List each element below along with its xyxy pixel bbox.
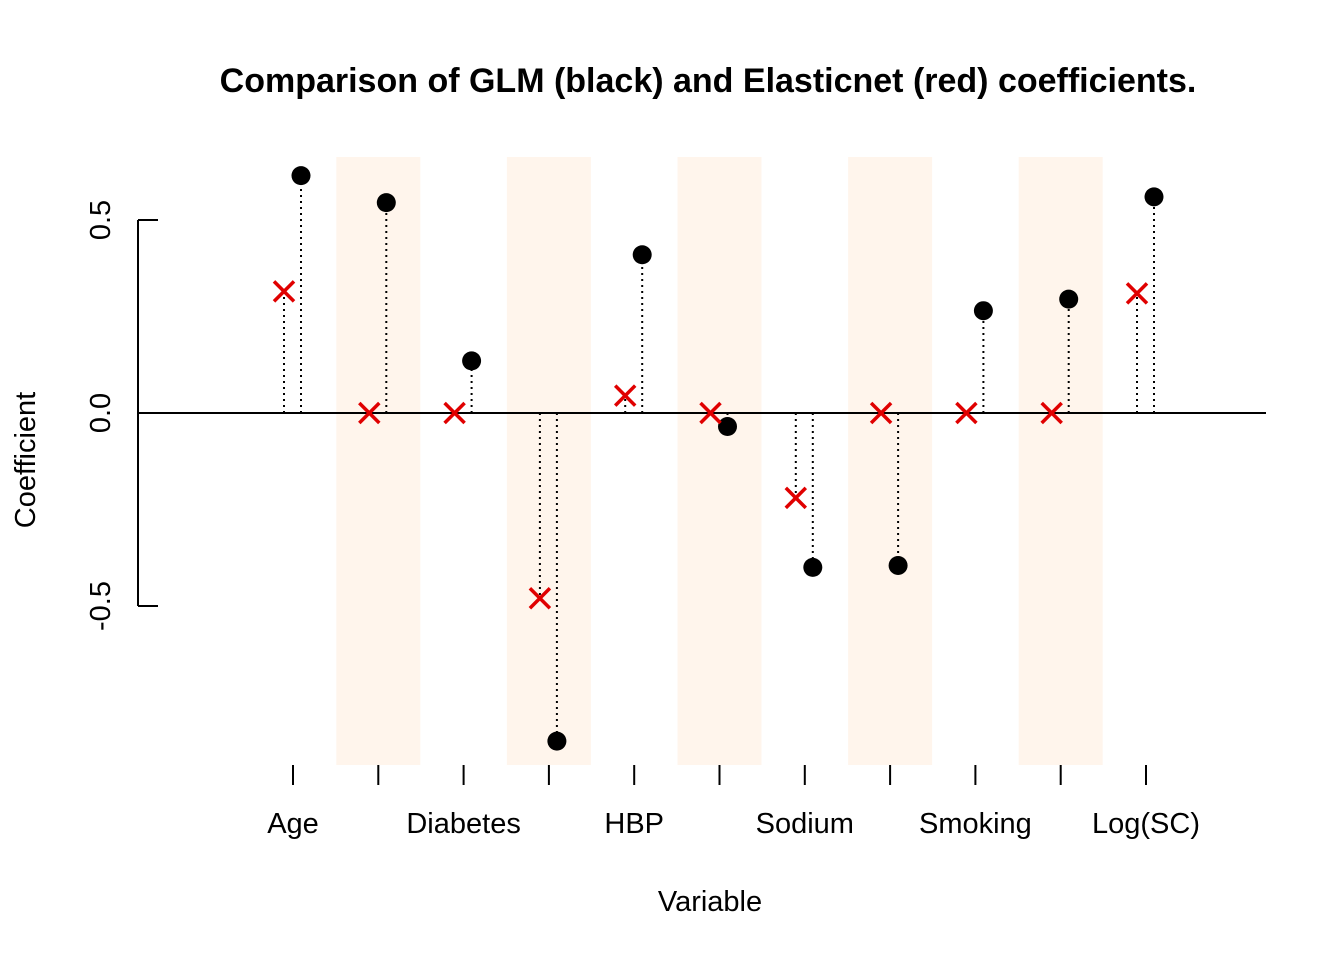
elasticnet-cross-stroke — [613, 384, 637, 407]
elasticnet-point — [528, 587, 552, 610]
coefficient-points — [272, 166, 1164, 751]
x-axis-label: Variable — [658, 886, 762, 918]
elasticnet-point — [955, 401, 978, 425]
x-axis: Age Diabetes HBP Sodium Smoking Log(SC) — [267, 765, 1200, 840]
shaded-band-4 — [506, 157, 591, 765]
elasticnet-cross-stroke — [784, 486, 808, 510]
glm-point — [718, 417, 737, 437]
glm-point — [888, 555, 908, 575]
elasticnet-cross-stroke — [443, 401, 466, 425]
glm-point — [1144, 187, 1164, 207]
shaded-bands — [336, 157, 1103, 765]
elasticnet-cross-stroke — [358, 401, 381, 425]
y-tick-label: 0.0 — [85, 393, 117, 433]
glm-point — [376, 193, 396, 213]
elasticnet-cross-stroke — [699, 401, 722, 425]
elasticnet-cross-stroke — [528, 587, 552, 610]
x-tick-label: Age — [267, 808, 319, 840]
glm-point — [462, 351, 482, 371]
y-axis-label: Coefficient — [10, 392, 42, 529]
coefficient-stems — [283, 175, 1155, 742]
y-tick-label: -0.5 — [85, 581, 117, 631]
y-tick-label: 0.5 — [85, 200, 117, 240]
elasticnet-point — [699, 401, 722, 425]
elasticnet-cross-stroke — [1125, 282, 1149, 305]
x-tick-label: HBP — [604, 808, 664, 840]
x-tick-label: Diabetes — [406, 808, 520, 840]
shaded-band-10 — [1018, 157, 1103, 765]
elasticnet-point — [1040, 401, 1063, 425]
elasticnet-point — [613, 384, 637, 407]
glm-point — [973, 301, 993, 321]
glm-point — [632, 245, 652, 265]
glm-point — [803, 557, 823, 577]
elasticnet-point — [358, 401, 381, 425]
x-tick-label: Smoking — [919, 808, 1032, 840]
elasticnet-point — [272, 280, 296, 303]
elasticnet-cross-stroke — [869, 401, 893, 425]
elasticnet-point — [784, 486, 808, 510]
elasticnet-point — [443, 401, 466, 425]
elasticnet-point — [1125, 282, 1149, 305]
chart-title: Comparison of GLM (black) and Elasticnet… — [220, 62, 1197, 100]
elasticnet-cross-stroke — [1040, 401, 1063, 425]
glm-point — [547, 731, 567, 751]
y-axis: -0.5 0.0 0.5 — [85, 200, 158, 631]
glm-point — [291, 166, 311, 186]
x-tick-label: Sodium — [756, 808, 854, 840]
x-tick-label: Log(SC) — [1092, 808, 1200, 840]
elasticnet-cross-stroke — [272, 280, 296, 303]
glm-point — [1059, 289, 1079, 309]
shaded-band-6 — [677, 157, 762, 765]
shaded-band-2 — [336, 157, 421, 765]
elasticnet-cross-stroke — [955, 401, 978, 425]
elasticnet-point — [869, 401, 893, 425]
shaded-band-8 — [848, 157, 933, 765]
